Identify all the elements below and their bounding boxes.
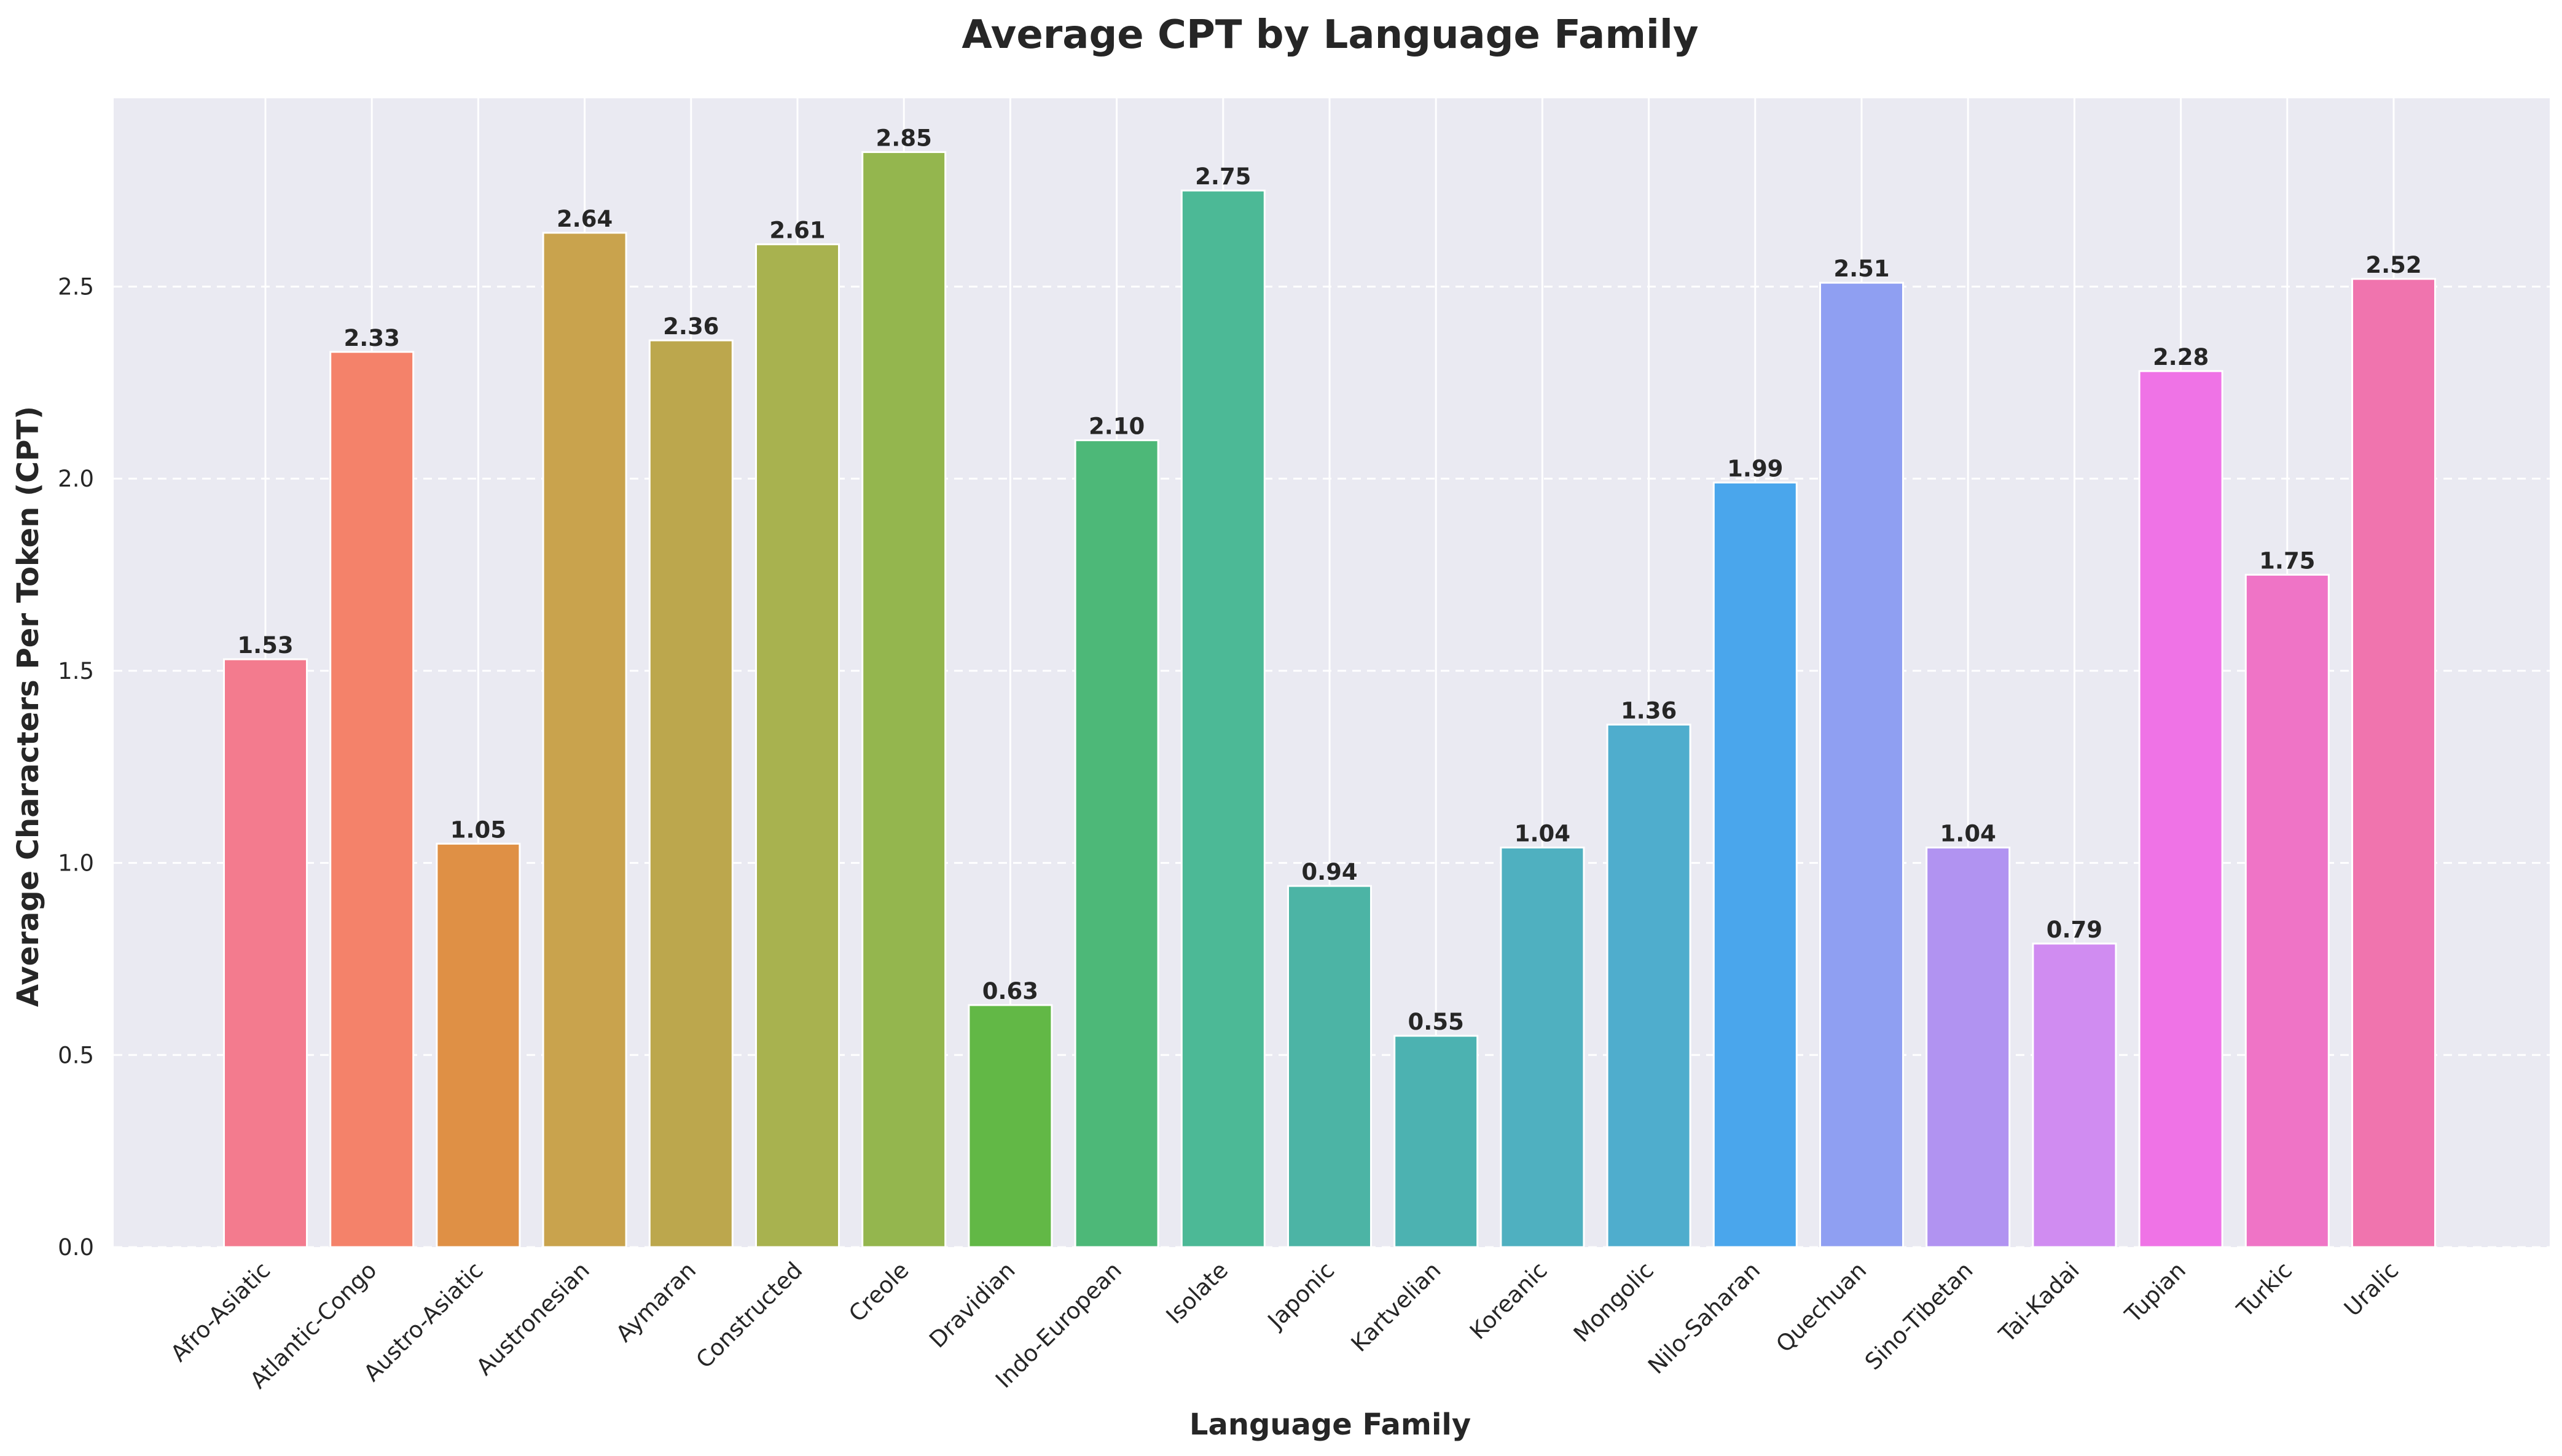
data-label: 1.53 <box>237 632 293 659</box>
data-label: 2.28 <box>2153 344 2209 370</box>
y-tick-label: 2.5 <box>58 273 94 300</box>
data-label: 0.55 <box>1408 1009 1464 1035</box>
bar <box>223 658 308 1248</box>
bars <box>223 151 2436 1248</box>
bar <box>2138 370 2223 1248</box>
x-axis-title: Language Family <box>1189 1407 1471 1442</box>
bar <box>2244 574 2330 1248</box>
bar <box>755 243 840 1248</box>
data-label: 1.04 <box>1514 821 1570 847</box>
data-label: 2.61 <box>769 217 825 244</box>
bar <box>329 351 415 1248</box>
bar <box>861 151 947 1248</box>
data-label: 0.94 <box>1301 859 1357 885</box>
bar <box>1925 847 2011 1248</box>
bar <box>648 339 734 1248</box>
data-label: 2.10 <box>1089 413 1145 440</box>
data-label: 2.33 <box>344 325 400 351</box>
data-label: 2.36 <box>663 313 719 340</box>
y-tick-label: 1.0 <box>58 850 94 877</box>
bar <box>436 842 521 1248</box>
bar <box>1393 1035 1479 1248</box>
data-label: 1.36 <box>1621 697 1677 724</box>
data-label: 1.04 <box>1940 821 1996 847</box>
data-label: 0.79 <box>2047 917 2102 943</box>
bar <box>1287 885 1372 1248</box>
y-tick-label: 0.0 <box>58 1234 94 1261</box>
data-labels: 1.53 2.33 1.05 2.64 2.36 2.61 2.85 0.63 2.10 2.75… <box>237 125 2421 1035</box>
bar <box>1180 189 1266 1248</box>
bar <box>1712 481 1798 1248</box>
y-tick-label: 0.5 <box>58 1042 94 1068</box>
bar <box>1606 723 1691 1248</box>
bar <box>1500 847 1585 1248</box>
data-label: 2.52 <box>2365 252 2421 278</box>
bar <box>542 232 627 1248</box>
y-tick-label: 2.0 <box>58 466 94 492</box>
bar <box>1819 281 1904 1248</box>
y-tick-label: 1.5 <box>58 658 94 684</box>
data-label: 1.05 <box>450 816 506 843</box>
bar <box>2032 942 2117 1248</box>
data-label: 2.51 <box>1833 256 1889 282</box>
chart-title: Average CPT by Language Family <box>962 12 1698 58</box>
bar <box>968 1004 1053 1248</box>
y-axis-title: Average Characters Per Token (CPT) <box>11 406 45 1007</box>
y-axis-ticks: 0.0 0.5 1.0 1.5 2.0 2.5 <box>58 273 94 1261</box>
data-label: 0.63 <box>982 978 1038 1004</box>
bar <box>2351 278 2436 1248</box>
data-label: 2.85 <box>876 125 932 152</box>
data-label: 1.75 <box>2259 548 2315 574</box>
data-label: 1.99 <box>1727 455 1783 482</box>
data-label: 2.75 <box>1195 163 1251 190</box>
bar <box>1074 439 1159 1248</box>
data-label: 2.64 <box>557 206 613 232</box>
